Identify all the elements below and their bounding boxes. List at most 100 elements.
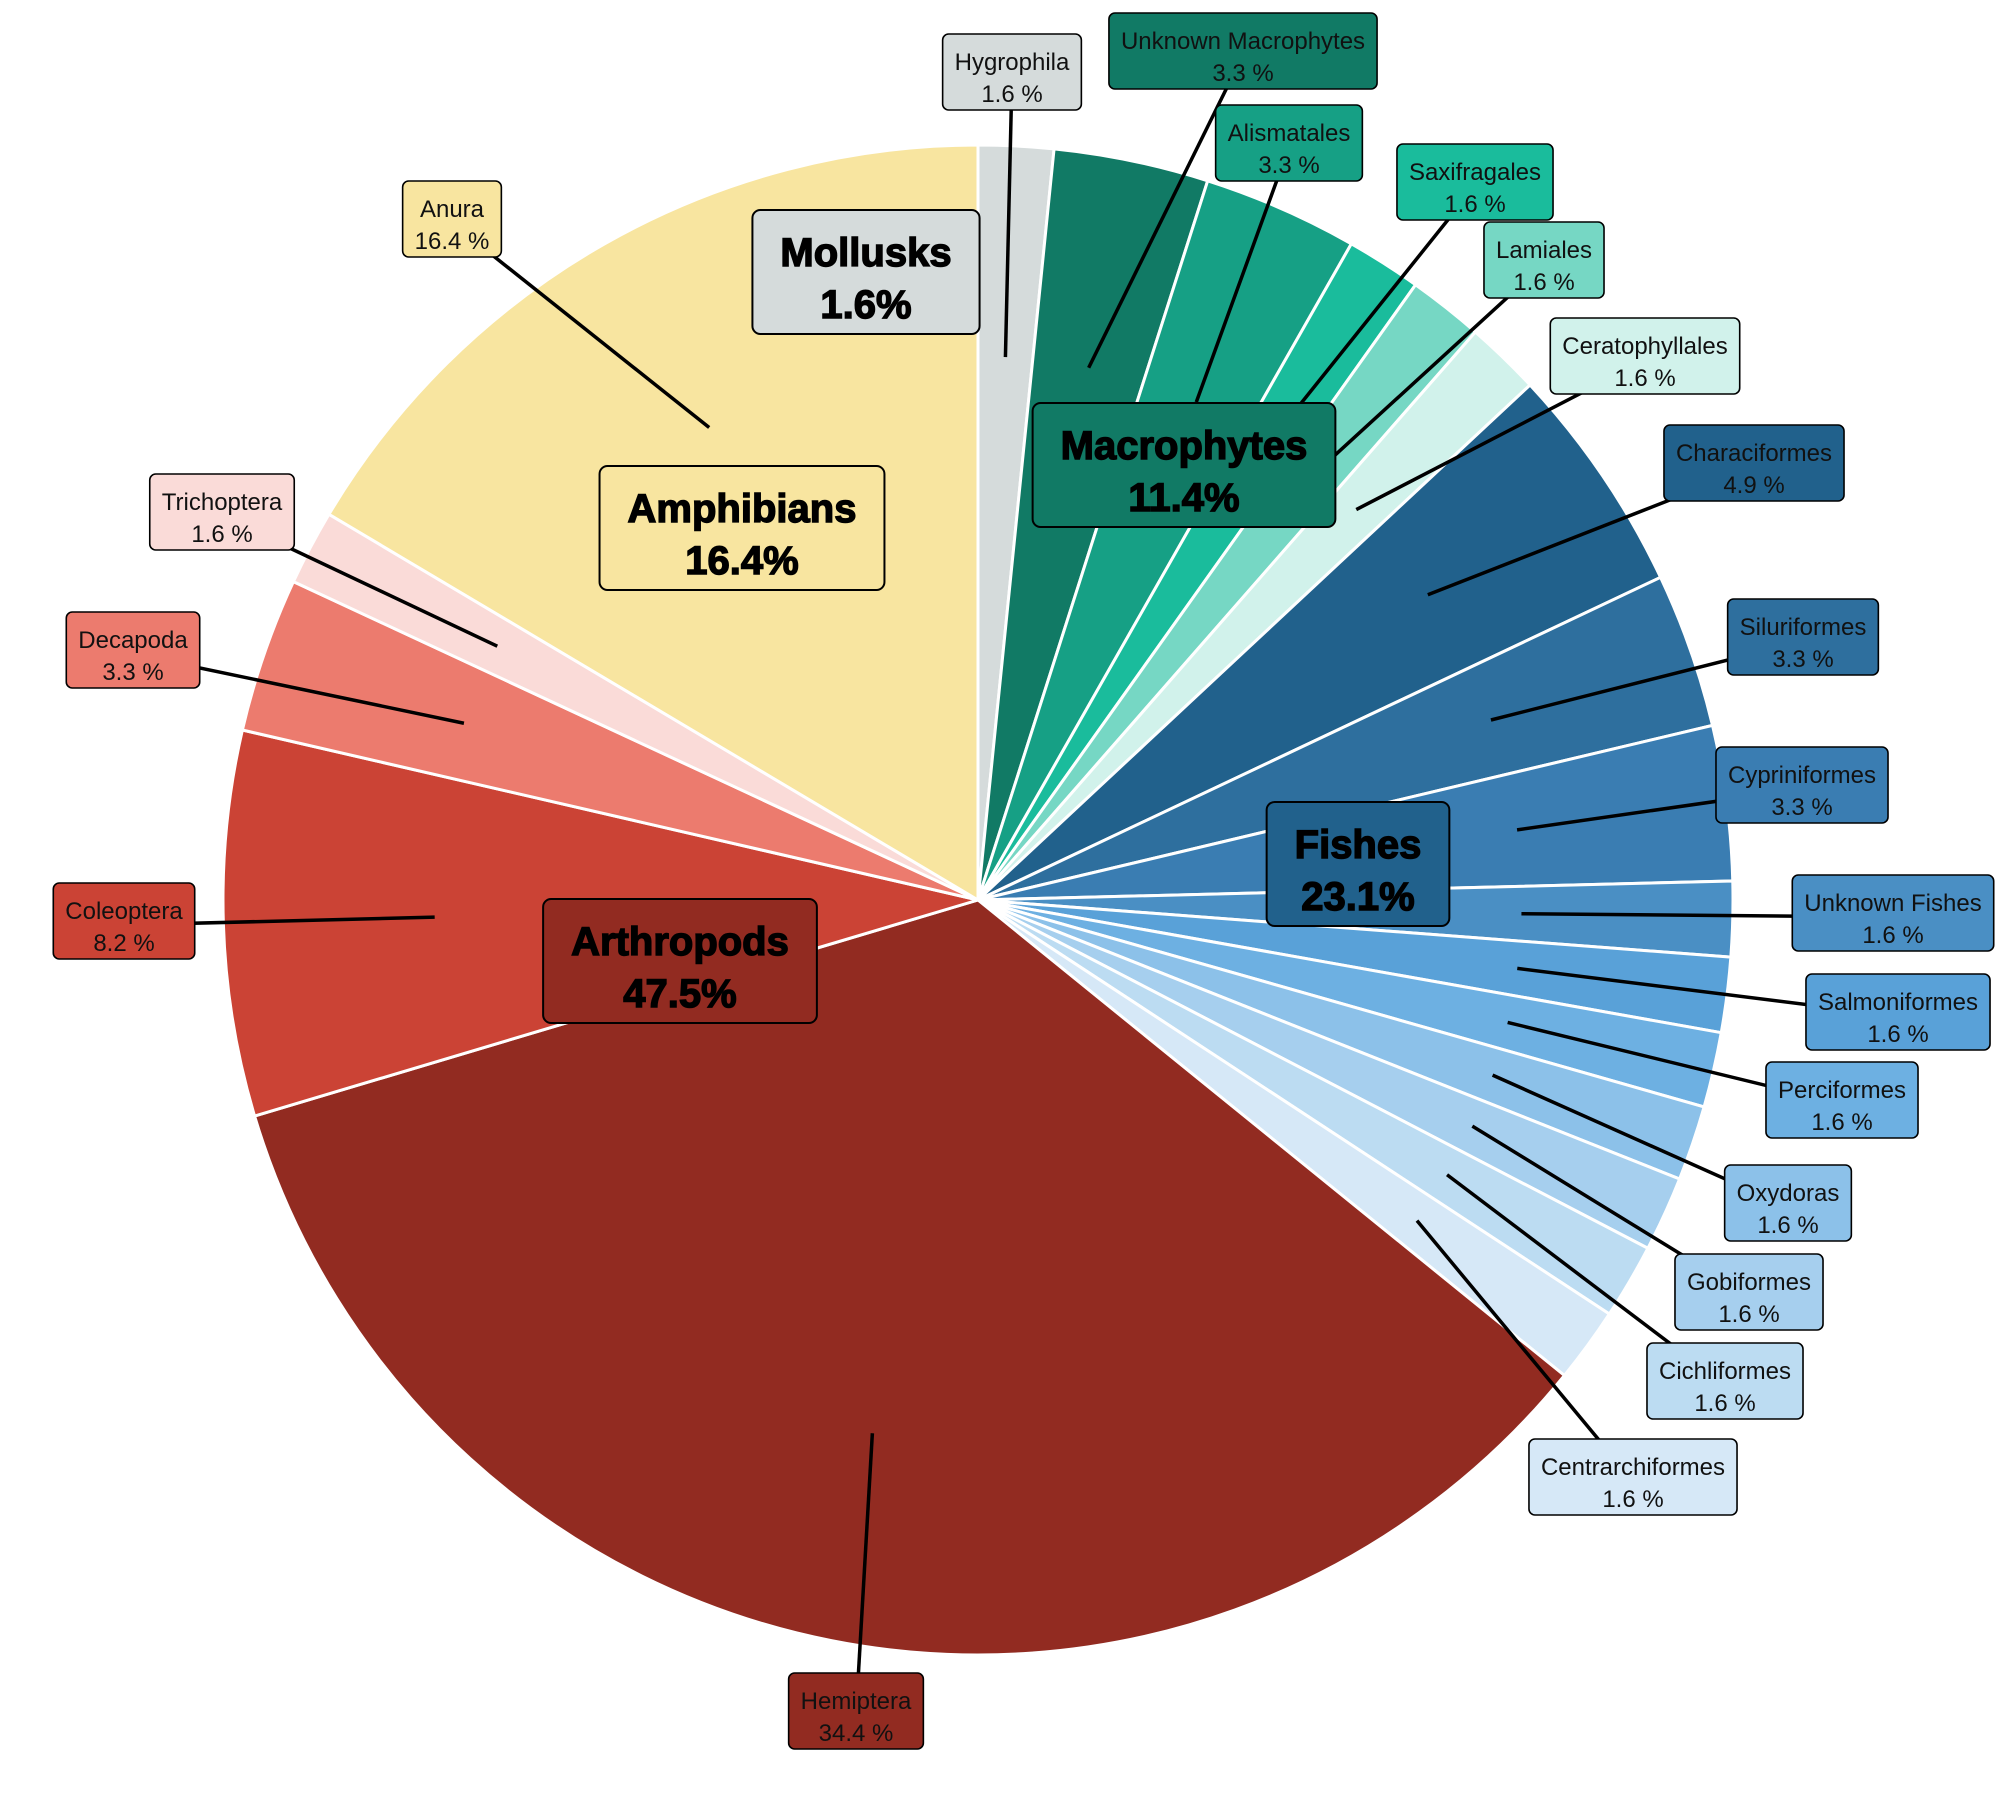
- slice-name: Alismatales: [1228, 120, 1351, 147]
- slice-label-unknown-macrophytes: Unknown Macrophytes 3.3 %: [1108, 12, 1378, 90]
- slice-percent: 3.3 %: [1771, 794, 1832, 821]
- slice-label-hemiptera: Hemiptera 34.4 %: [787, 1672, 925, 1750]
- slice-name: Unknown Fishes: [1804, 890, 1981, 917]
- slice-label-box: [1791, 874, 1995, 952]
- slice-name: Salmoniformes: [1818, 989, 1978, 1016]
- slice-percent: 3.3 %: [1258, 152, 1319, 179]
- group-label-fishes: Fishes 23.1%: [1265, 801, 1451, 927]
- slice-name: Cichliformes: [1659, 1358, 1791, 1385]
- slice-label-box: [1805, 973, 1991, 1051]
- slice-name: Ceratophyllales: [1562, 333, 1727, 360]
- slice-label-saxifragales: Saxifragales 1.6 %: [1396, 143, 1554, 221]
- group-percent: 1.6%: [820, 283, 911, 327]
- slice-label-box: [1528, 1438, 1738, 1516]
- slice-label-cichliformes: Cichliformes 1.6 %: [1646, 1342, 1804, 1420]
- slice-label-box: [1726, 598, 1880, 676]
- group-label-box: [751, 209, 981, 335]
- slice-label-centrarchiformes: Centrarchiformes 1.6 %: [1528, 1438, 1738, 1516]
- slice-percent: 1.6 %: [1614, 365, 1675, 392]
- slice-label-box: [1663, 424, 1845, 502]
- slice-percent: 1.6 %: [1867, 1021, 1928, 1048]
- slice-name: Lamiales: [1496, 237, 1592, 264]
- leader-line: [1415, 1219, 1635, 1483]
- group-name: Fishes: [1295, 823, 1422, 867]
- slice-label-box: [52, 882, 196, 960]
- group-label-box: [1031, 402, 1337, 528]
- group-percent: 23.1%: [1301, 875, 1414, 919]
- pie-slices: [221, 143, 1735, 1657]
- group-label-mollusks: Mollusks 1.6%: [751, 209, 981, 335]
- leader-line: [1194, 146, 1291, 403]
- slice-label-coleoptera: Coleoptera 8.2 %: [52, 882, 196, 960]
- slice-label-cypriniformes: Cypriniformes 3.3 %: [1715, 746, 1889, 824]
- group-name: Arthropods: [571, 920, 789, 964]
- slice-label-anura: Anura 16.4 %: [401, 180, 503, 258]
- leader-line: [1313, 262, 1546, 475]
- slice-label-box: [1723, 1164, 1853, 1242]
- slice-percent: 3.3 %: [1212, 60, 1273, 87]
- slice-label-box: [1646, 1342, 1804, 1420]
- slice-name: Gobiformes: [1687, 1269, 1811, 1296]
- slice-percent: 3.3 %: [1772, 646, 1833, 673]
- slice-name: Hemiptera: [801, 1688, 912, 1715]
- slice-label-ceratophyllales: Ceratophyllales 1.6 %: [1549, 317, 1741, 395]
- slice-label-box: [401, 180, 503, 258]
- pie-slice-hemiptera: [252, 898, 1567, 1657]
- slice-label-box: [1396, 143, 1554, 221]
- slice-name: Anura: [420, 196, 485, 223]
- slice-name: Oxydoras: [1737, 1180, 1840, 1207]
- group-label-box: [542, 898, 818, 1024]
- slice-label-box: [1483, 221, 1605, 299]
- slice-percent: 1.6 %: [1444, 191, 1505, 218]
- slice-name: Hygrophila: [955, 49, 1070, 76]
- slice-label-characiformes: Characiformes 4.9 %: [1663, 424, 1845, 502]
- slice-label-box: [787, 1672, 925, 1750]
- group-name: Macrophytes: [1061, 424, 1308, 468]
- slice-percent: 1.6 %: [1718, 1301, 1779, 1328]
- group-label-macrophytes: Macrophytes 11.4%: [1031, 402, 1337, 528]
- slice-label-decapoda: Decapoda 3.3 %: [65, 611, 201, 689]
- slice-percent: 34.4 %: [819, 1720, 894, 1747]
- slice-percent: 3.3 %: [102, 659, 163, 686]
- slice-label-gobiformes: Gobiformes 1.6 %: [1674, 1253, 1824, 1331]
- slice-label-box: [941, 33, 1083, 111]
- leader-line: [1003, 75, 1014, 358]
- group-label-amphibians: Amphibians 16.4%: [598, 465, 886, 591]
- slice-percent: 1.6 %: [1694, 1390, 1755, 1417]
- group-percent: 11.4%: [1128, 476, 1239, 520]
- slice-label-box: [1549, 317, 1741, 395]
- slice-name: Centrarchiformes: [1541, 1454, 1725, 1481]
- slice-percent: 4.9 %: [1723, 472, 1784, 499]
- slice-label-lamiales: Lamiales 1.6 %: [1483, 221, 1605, 299]
- slice-label-alismatales: Alismatales 3.3 %: [1214, 104, 1364, 182]
- slice-name: Saxifragales: [1409, 159, 1541, 186]
- group-name: Amphibians: [628, 487, 857, 531]
- slice-name: Coleoptera: [65, 898, 183, 925]
- pie-slice-characiformes: [976, 382, 1663, 902]
- slice-percent: 1.6 %: [1862, 922, 1923, 949]
- slice-label-box: [1674, 1253, 1824, 1331]
- group-label-box: [598, 465, 886, 591]
- group-name: Mollusks: [780, 231, 951, 275]
- slice-label-trichoptera: Trichoptera 1.6 %: [148, 473, 296, 551]
- slice-percent: 1.6 %: [1602, 1486, 1663, 1513]
- slice-percent: 1.6 %: [1757, 1212, 1818, 1239]
- group-labels: Mollusks 1.6% Macrophytes 11.4% Fishes 23.1% A…: [542, 209, 1451, 1024]
- slice-label-box: [1214, 104, 1364, 182]
- slice-name: Cypriniformes: [1728, 762, 1876, 789]
- slice-label-unknown-fishes: Unknown Fishes 1.6 %: [1791, 874, 1995, 952]
- slice-name: Unknown Macrophytes: [1121, 28, 1365, 55]
- slice-percent: 1.6 %: [981, 81, 1042, 108]
- slice-label-hygrophila: Hygrophila 1.6 %: [941, 33, 1083, 111]
- group-label-arthropods: Arthropods 47.5%: [542, 898, 818, 1024]
- slice-label-box: [65, 611, 201, 689]
- slice-label-salmoniformes: Salmoniformes 1.6 %: [1805, 973, 1991, 1051]
- group-percent: 47.5%: [623, 972, 736, 1016]
- slice-label-box: [1108, 12, 1378, 90]
- slice-label-box: [1715, 746, 1889, 824]
- slice-name: Decapoda: [78, 627, 188, 654]
- slice-name: Characiformes: [1676, 440, 1832, 467]
- slice-percent: 8.2 %: [93, 930, 154, 957]
